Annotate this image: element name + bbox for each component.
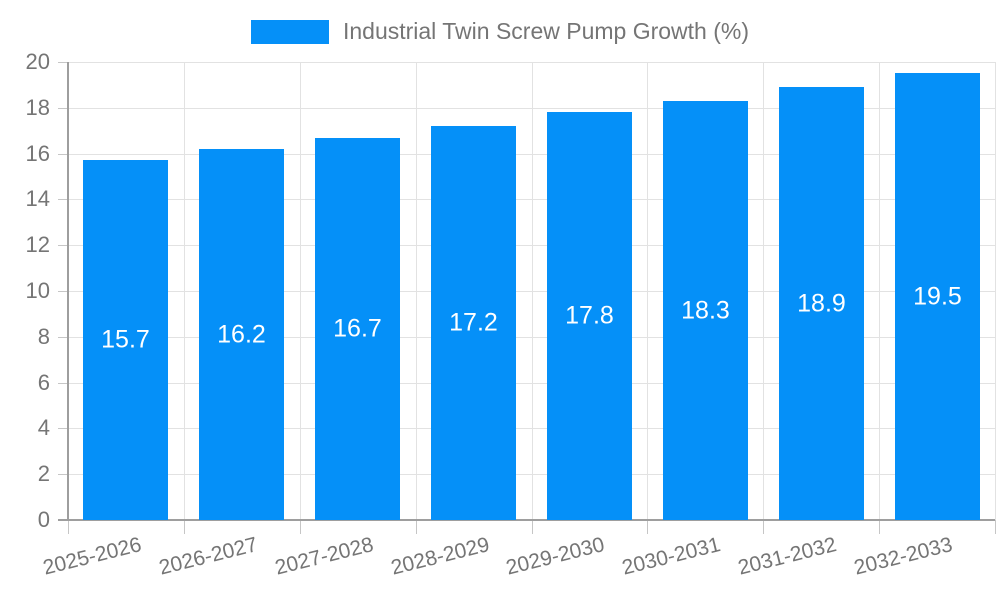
y-axis-tick [58,199,68,200]
x-axis-label: 2025-2026 [40,533,144,580]
y-axis-label: 12 [25,232,50,257]
legend-label: Industrial Twin Screw Pump Growth (%) [342,18,750,44]
y-gridline [68,108,995,109]
x-axis-label: 2026-2027 [156,533,260,580]
x-axis-tick [68,520,69,534]
y-gridline [68,428,995,429]
y-axis-label: 0 [37,507,50,532]
y-axis-tick [58,291,68,292]
bar[interactable] [895,73,980,520]
x-axis-tick [647,520,648,534]
x-axis-label: 2031-2032 [735,533,839,580]
bar-value-label: 16.2 [217,320,266,349]
y-gridline [68,291,995,292]
x-axis-label: 2032-2033 [851,533,955,580]
y-axis-label: 4 [37,415,50,440]
y-axis-tick [58,337,68,338]
bar-value-label: 18.3 [681,296,730,325]
bar-value-label: 15.7 [101,325,150,354]
y-gridline [68,474,995,475]
x-gridline [879,62,880,520]
y-gridline [68,383,995,384]
y-axis-tick [58,154,68,155]
x-axis-tick [879,520,880,534]
y-axis-tick [58,383,68,384]
x-gridline [763,62,764,520]
y-axis-label: 20 [25,49,50,74]
y-axis-label: 6 [37,370,50,395]
y-axis-tick [58,245,68,246]
y-axis-tick [58,62,68,63]
y-gridline [68,337,995,338]
bar[interactable] [431,126,516,520]
x-axis-label: 2027-2028 [272,533,376,580]
y-axis-tick [58,108,68,109]
x-axis-tick [763,520,764,534]
bar-value-label: 17.2 [449,308,498,337]
y-axis-tick [58,428,68,429]
x-gridline [416,62,417,520]
x-gridline [647,62,648,520]
bar-value-label: 16.7 [333,314,382,343]
x-gridline [995,62,996,520]
y-axis-label: 18 [25,95,50,120]
chart-legend[interactable]: Industrial Twin Screw Pump Growth (%) [0,18,1000,45]
bar[interactable] [547,112,632,520]
bar[interactable] [199,149,284,520]
x-axis-line [58,519,995,521]
y-axis-label: 2 [37,461,50,486]
y-gridline [68,62,995,63]
x-gridline [184,62,185,520]
x-axis-tick [184,520,185,534]
x-axis-label: 2029-2030 [503,533,607,580]
bar[interactable] [779,87,864,520]
y-axis-label: 10 [25,278,50,303]
y-axis-label: 16 [25,141,50,166]
x-axis-label: 2028-2029 [388,533,492,580]
bar-value-label: 17.8 [565,301,614,330]
x-gridline [300,62,301,520]
bar[interactable] [663,101,748,520]
bar[interactable] [83,160,168,520]
x-axis-tick [995,520,996,534]
bar-value-label: 18.9 [797,289,846,318]
x-axis-tick [300,520,301,534]
y-gridline [68,154,995,155]
x-axis-tick [532,520,533,534]
x-gridline [532,62,533,520]
y-axis-tick [58,474,68,475]
legend-swatch [250,19,329,44]
y-axis-line [67,62,69,520]
x-axis-tick [416,520,417,534]
bar-value-label: 19.5 [913,282,962,311]
x-axis-label: 2030-2031 [619,533,723,580]
y-axis-label: 14 [25,186,50,211]
y-gridline [68,199,995,200]
bar[interactable] [315,138,400,520]
y-axis-label: 8 [37,324,50,349]
y-gridline [68,245,995,246]
